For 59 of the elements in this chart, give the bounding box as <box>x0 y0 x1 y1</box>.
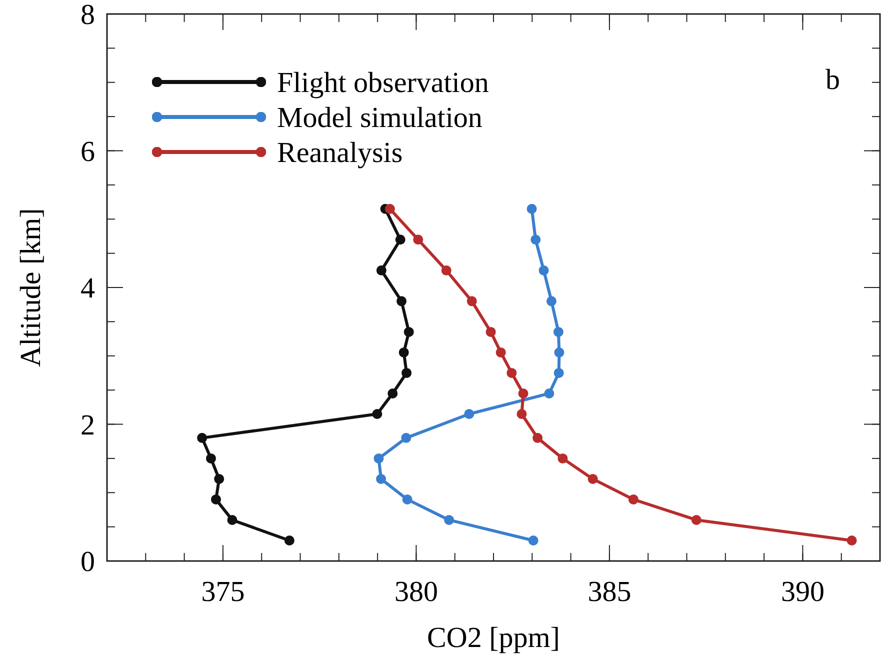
point <box>516 408 527 419</box>
point <box>384 204 395 214</box>
point <box>444 514 454 525</box>
x-tick-label: 375 <box>201 576 245 608</box>
point <box>206 453 216 464</box>
point <box>210 494 221 504</box>
point <box>496 347 506 358</box>
point <box>846 535 857 546</box>
point <box>395 234 406 245</box>
point <box>538 265 549 276</box>
point <box>441 265 452 276</box>
point <box>214 474 224 484</box>
point <box>628 494 638 504</box>
point <box>546 296 556 306</box>
point <box>388 388 398 398</box>
point <box>530 234 541 245</box>
point <box>402 494 412 504</box>
point <box>518 388 528 398</box>
annotation: b <box>826 64 840 96</box>
point <box>553 326 564 337</box>
x-axis-title: CO2 [ppm] <box>427 622 560 654</box>
x-tick-label: 385 <box>588 576 632 608</box>
point <box>554 368 564 378</box>
point <box>558 453 568 464</box>
point <box>398 347 409 358</box>
y-tick-label: 0 <box>80 546 95 578</box>
point <box>506 368 517 378</box>
x-tick-label: 390 <box>780 576 824 608</box>
x-tick-label: 380 <box>394 576 438 608</box>
point <box>528 535 538 546</box>
point <box>464 408 474 419</box>
y-tick-label: 2 <box>80 409 95 442</box>
point <box>197 432 208 443</box>
point <box>526 204 537 214</box>
point <box>284 535 294 546</box>
point <box>466 296 477 306</box>
legend-label: Flight observation <box>277 67 490 100</box>
point <box>554 347 564 358</box>
point <box>227 514 238 525</box>
point <box>372 408 382 419</box>
y-tick-label: 8 <box>80 0 95 32</box>
legend-label: Model simulation <box>277 102 483 134</box>
point <box>404 326 414 337</box>
y-tick-label: 4 <box>80 272 96 305</box>
point <box>376 474 386 484</box>
point <box>402 368 412 378</box>
point <box>374 453 384 464</box>
point <box>376 265 386 276</box>
point <box>486 326 496 337</box>
point <box>401 432 412 443</box>
point <box>691 514 702 525</box>
legend-label: Reanalysis <box>277 137 403 170</box>
y-axis-title: Altitude [km] <box>15 208 47 367</box>
point <box>396 296 407 306</box>
point <box>413 234 424 245</box>
point <box>532 432 543 443</box>
y-tick-label: 6 <box>80 136 95 168</box>
point <box>588 474 598 484</box>
point <box>544 388 554 398</box>
